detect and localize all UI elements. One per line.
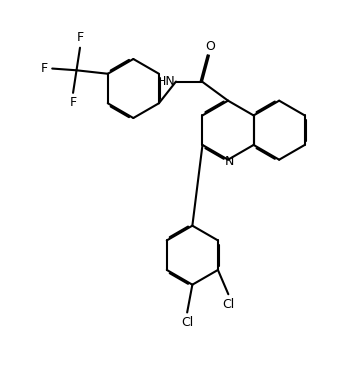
Text: Cl: Cl xyxy=(181,316,193,329)
Text: N: N xyxy=(225,155,235,168)
Text: HN: HN xyxy=(156,75,175,88)
Text: F: F xyxy=(41,62,48,75)
Text: F: F xyxy=(76,31,84,44)
Text: O: O xyxy=(206,40,216,53)
Text: Cl: Cl xyxy=(222,298,234,311)
Text: F: F xyxy=(70,96,77,109)
